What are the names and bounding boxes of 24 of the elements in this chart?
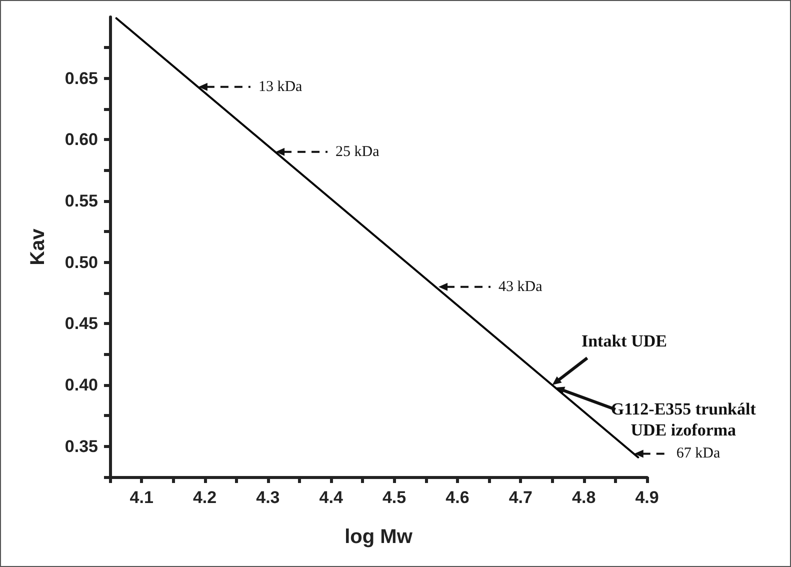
x-tick-label: 4.8 [572,488,596,507]
x-tick-label: 4.9 [635,488,659,507]
annotation: 43 kDa [498,278,543,295]
y-tick-label: 0.50 [64,252,98,272]
x-tick-label: 4.4 [319,488,344,507]
y-tick-label: 0.45 [64,314,98,334]
annotation: 25 kDa [336,144,380,160]
y-tick-label: 0.55 [64,192,98,210]
x-tick-label: 4.3 [256,488,280,507]
x-tick-label: 4.5 [382,488,406,507]
x-tick-label: 4.1 [130,488,154,507]
x-tick-label: 4.2 [192,488,217,507]
annotation: Intakt UDE [581,332,667,350]
x-axis-title: log Mw [344,526,413,548]
y-tick-label: 0.65 [64,68,98,88]
y-tick-label: 0.35 [64,436,98,456]
annotation: 13 kDa [258,78,303,95]
annotation: G112-E355 trunkált UDE izoforma [610,399,756,440]
annotation: 67 kDa [676,446,720,462]
y-axis-title: Kav [27,228,49,266]
y-tick-label: 0.60 [64,130,98,150]
x-tick-label: 4.6 [446,488,470,507]
x-tick-label: 4.7 [508,488,532,507]
y-tick-label: 0.40 [64,376,98,394]
